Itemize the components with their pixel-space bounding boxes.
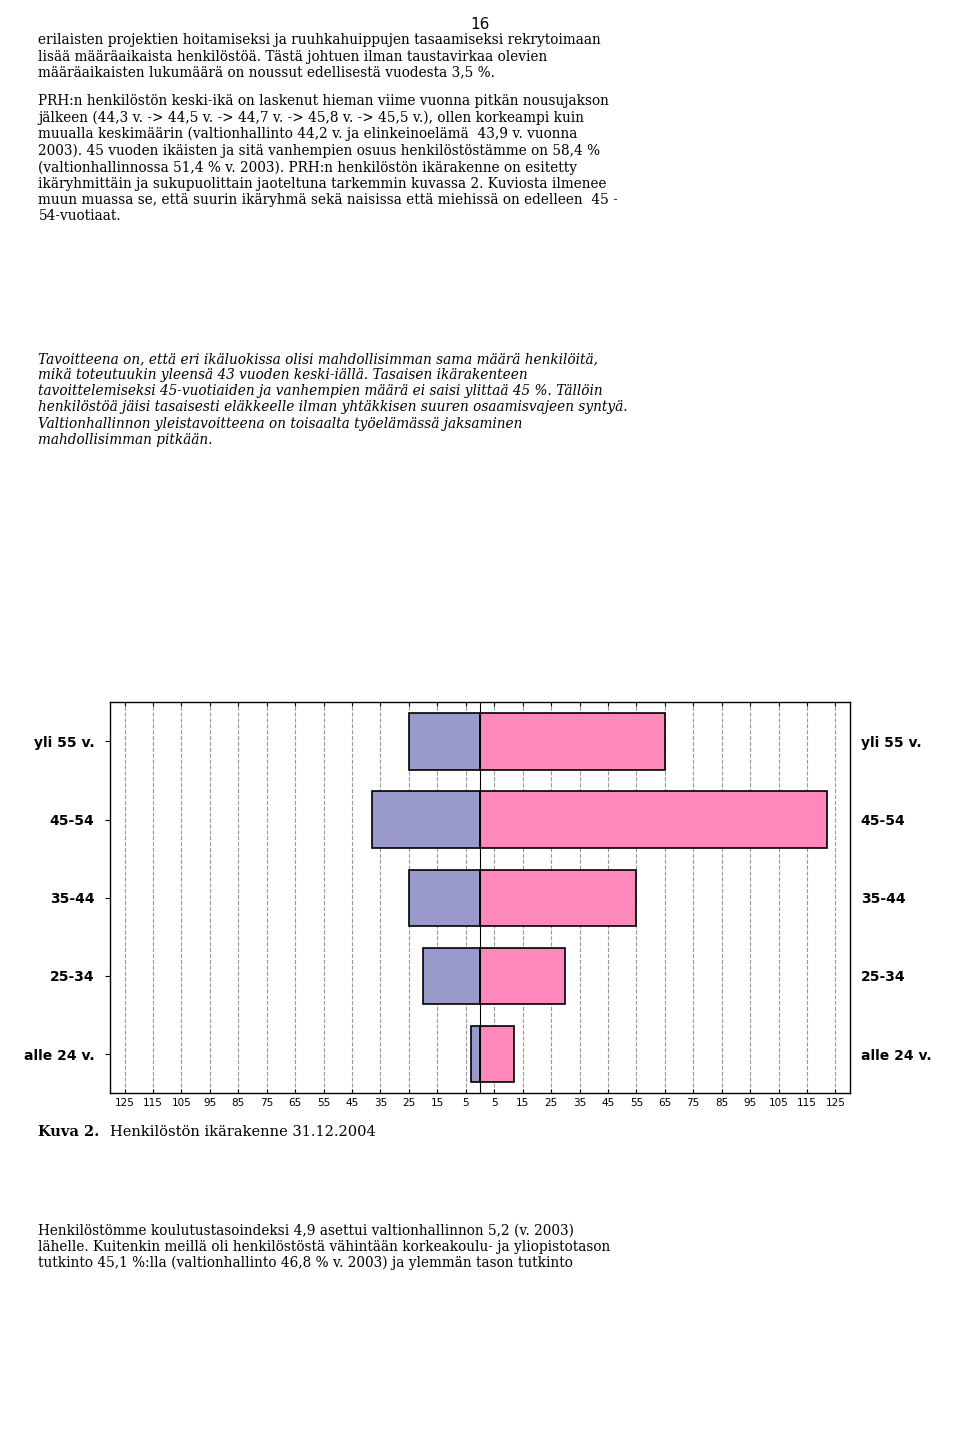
Bar: [409, 714, 480, 769]
Text: PRH:n henkilöstön keski-ikä on laskenut hieman viime vuonna pitkän nousujakson
j: PRH:n henkilöstön keski-ikä on laskenut …: [38, 94, 618, 223]
Bar: [480, 948, 565, 1003]
Bar: [480, 714, 664, 769]
Bar: [471, 1027, 480, 1082]
Text: Kuva 2.: Kuva 2.: [38, 1125, 100, 1140]
Bar: [372, 792, 480, 847]
Text: Henkilöstömme koulutustasoindeksi 4,9 asettui valtionhallinnon 5,2 (v. 2003)
läh: Henkilöstömme koulutustasoindeksi 4,9 as…: [38, 1224, 611, 1270]
Bar: [480, 792, 827, 847]
Bar: [480, 1027, 515, 1082]
Text: Tavoitteena on, että eri ikäluokissa olisi mahdollisimman sama määrä henkilöitä,: Tavoitteena on, että eri ikäluokissa oli…: [38, 352, 628, 447]
Bar: [480, 870, 636, 925]
Text: Henkilöstön ikärakenne 31.12.2004: Henkilöstön ikärakenne 31.12.2004: [110, 1125, 376, 1140]
Text: erilaisten projektien hoitamiseksi ja ruuhkahuippujen tasaamiseksi rekrytoimaan
: erilaisten projektien hoitamiseksi ja ru…: [38, 33, 601, 80]
Text: 16: 16: [470, 17, 490, 32]
Bar: [409, 870, 480, 925]
Bar: [423, 948, 480, 1003]
